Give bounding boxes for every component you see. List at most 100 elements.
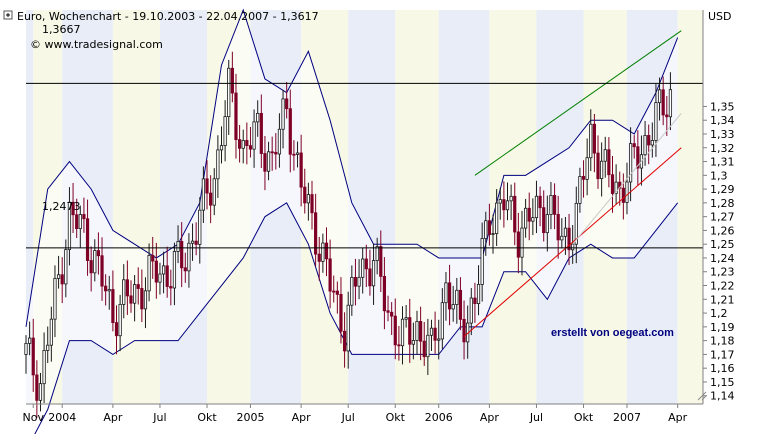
candle-body <box>292 153 296 156</box>
candle-body <box>342 330 347 352</box>
candle-body <box>433 327 437 341</box>
candle-body <box>219 145 224 151</box>
candle-body <box>346 304 350 352</box>
candle-body <box>143 290 148 310</box>
y-tick-label: 1,18 <box>710 335 735 348</box>
candle-body <box>578 176 582 204</box>
candle-body <box>538 195 542 209</box>
candle-body <box>447 282 452 310</box>
candle-body <box>248 145 253 150</box>
candle-body <box>38 383 43 401</box>
candle-body <box>386 310 390 313</box>
candle-body <box>147 254 151 292</box>
candle-body <box>259 112 263 154</box>
source-label: © www.tradesignal.com <box>30 38 163 51</box>
candle-body <box>408 317 412 345</box>
candle-body <box>502 199 506 211</box>
candle-body <box>31 337 35 376</box>
candle-body <box>498 199 502 204</box>
x-tick-label: Jul <box>529 411 543 424</box>
candle-body <box>610 174 615 194</box>
x-tick-label: 2005 <box>236 411 264 424</box>
candle-body <box>190 240 195 244</box>
candle-body <box>263 153 267 172</box>
x-tick-label: Nov <box>23 411 45 424</box>
candle-body <box>201 178 205 211</box>
candle-body <box>104 285 108 292</box>
candle-body <box>469 297 473 324</box>
candle-body <box>390 311 394 317</box>
candle-body <box>531 217 535 222</box>
y-tick-label: 1,32 <box>710 142 735 155</box>
candle-body <box>154 260 158 283</box>
candle-body <box>306 194 310 204</box>
candle-body <box>621 187 625 203</box>
y-tick-label: 1,25 <box>710 238 735 251</box>
candle-body <box>563 227 568 237</box>
candle-body <box>176 241 180 252</box>
candle-body <box>281 98 285 130</box>
candle-body <box>491 233 495 236</box>
candle-body <box>223 116 227 146</box>
y-tick-label: 1,23 <box>710 266 735 279</box>
candle-body <box>172 251 177 289</box>
support-level-label: 1,2473 <box>42 200 81 213</box>
candle-body <box>339 293 343 332</box>
candle-body <box>636 146 640 169</box>
candle-body <box>266 151 271 172</box>
candle-body <box>411 340 415 345</box>
candle-body <box>419 321 423 342</box>
trendlines <box>463 30 682 337</box>
candle-body <box>24 342 28 355</box>
candle-body <box>632 143 636 148</box>
candle-body <box>42 350 46 385</box>
candle-body <box>643 135 647 156</box>
candle-body <box>277 128 282 155</box>
candle-body <box>256 112 260 123</box>
candle-body <box>67 201 72 250</box>
candle-body <box>237 139 242 149</box>
candle-body <box>245 140 249 147</box>
candle-body <box>321 242 325 262</box>
candle-body <box>650 140 654 146</box>
candle-body <box>603 149 607 162</box>
y-tick-label: 1,22 <box>710 280 735 293</box>
resize-grip-icon[interactable] <box>697 391 707 401</box>
candle-body <box>100 255 104 287</box>
candle-body <box>400 318 405 347</box>
candle-body <box>549 195 553 215</box>
y-tick-label: 1,17 <box>710 348 735 361</box>
candle-body <box>324 242 329 260</box>
candle-body <box>368 268 372 287</box>
candle-body <box>299 152 303 188</box>
candle-body <box>114 322 119 337</box>
candle-body <box>136 284 140 289</box>
candle-body <box>133 284 137 304</box>
price-candles <box>24 51 673 418</box>
candle-body <box>187 242 191 272</box>
candle-body <box>140 288 144 310</box>
candle-body <box>668 89 673 118</box>
candle-body <box>415 321 419 341</box>
expand-icon[interactable] <box>3 10 13 20</box>
candle-body <box>234 92 238 141</box>
candle-body <box>314 212 318 255</box>
chart-title: Euro, Wochenchart - 19.10.2003 - 22.04.2… <box>17 10 319 23</box>
candle-body <box>353 277 358 287</box>
candle-body <box>28 337 32 344</box>
candle-body <box>56 274 61 279</box>
candle-body <box>158 273 162 283</box>
candle-body <box>516 231 520 258</box>
candle-body <box>125 279 129 297</box>
candle-body <box>379 246 383 277</box>
candle-body <box>75 214 79 229</box>
candle-body <box>295 152 300 155</box>
candle-body <box>422 340 426 358</box>
stripe-band <box>26 10 34 404</box>
candle-body <box>437 338 441 341</box>
candle-body <box>118 303 122 337</box>
candle-body <box>165 265 169 287</box>
x-tick-label: Apr <box>668 411 688 424</box>
